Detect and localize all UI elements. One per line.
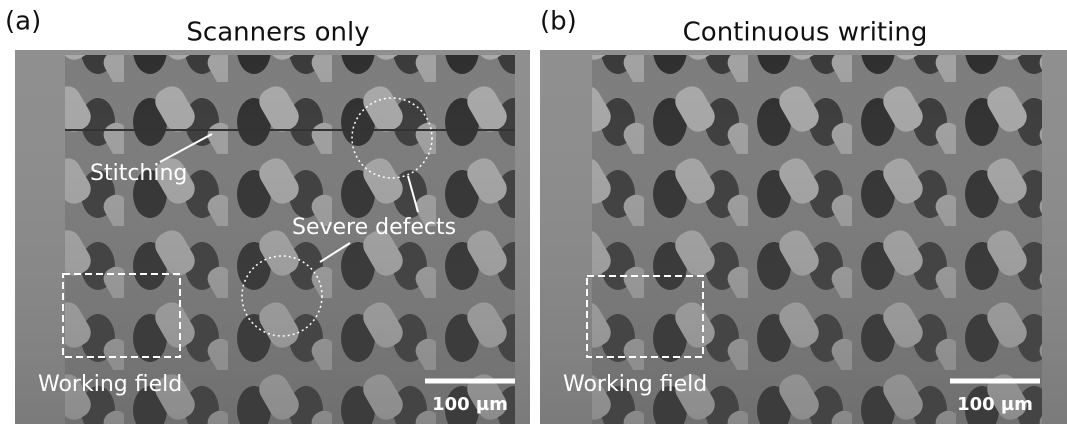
panel-a: (a) Scanners only Stitching Severe defec… — [5, 7, 530, 424]
panel-label: (b) — [540, 7, 577, 37]
panel-b: (b) Continuous writing Working field 100… — [540, 7, 1067, 424]
scale-bar-label: 100 µm — [957, 394, 1033, 415]
panel-title: Continuous writing — [683, 18, 928, 48]
figure: (a) Scanners only Stitching Severe defec… — [0, 0, 1067, 424]
sem-shade — [540, 50, 1067, 424]
panel-label: (a) — [5, 7, 41, 37]
panel-title: Scanners only — [186, 18, 369, 48]
annotation: Severe defects — [292, 215, 456, 240]
annotation: Stitching — [90, 161, 187, 186]
annotation: Working field — [563, 372, 707, 397]
annotation: Working field — [38, 372, 182, 397]
scale-bar-label: 100 µm — [432, 394, 508, 415]
